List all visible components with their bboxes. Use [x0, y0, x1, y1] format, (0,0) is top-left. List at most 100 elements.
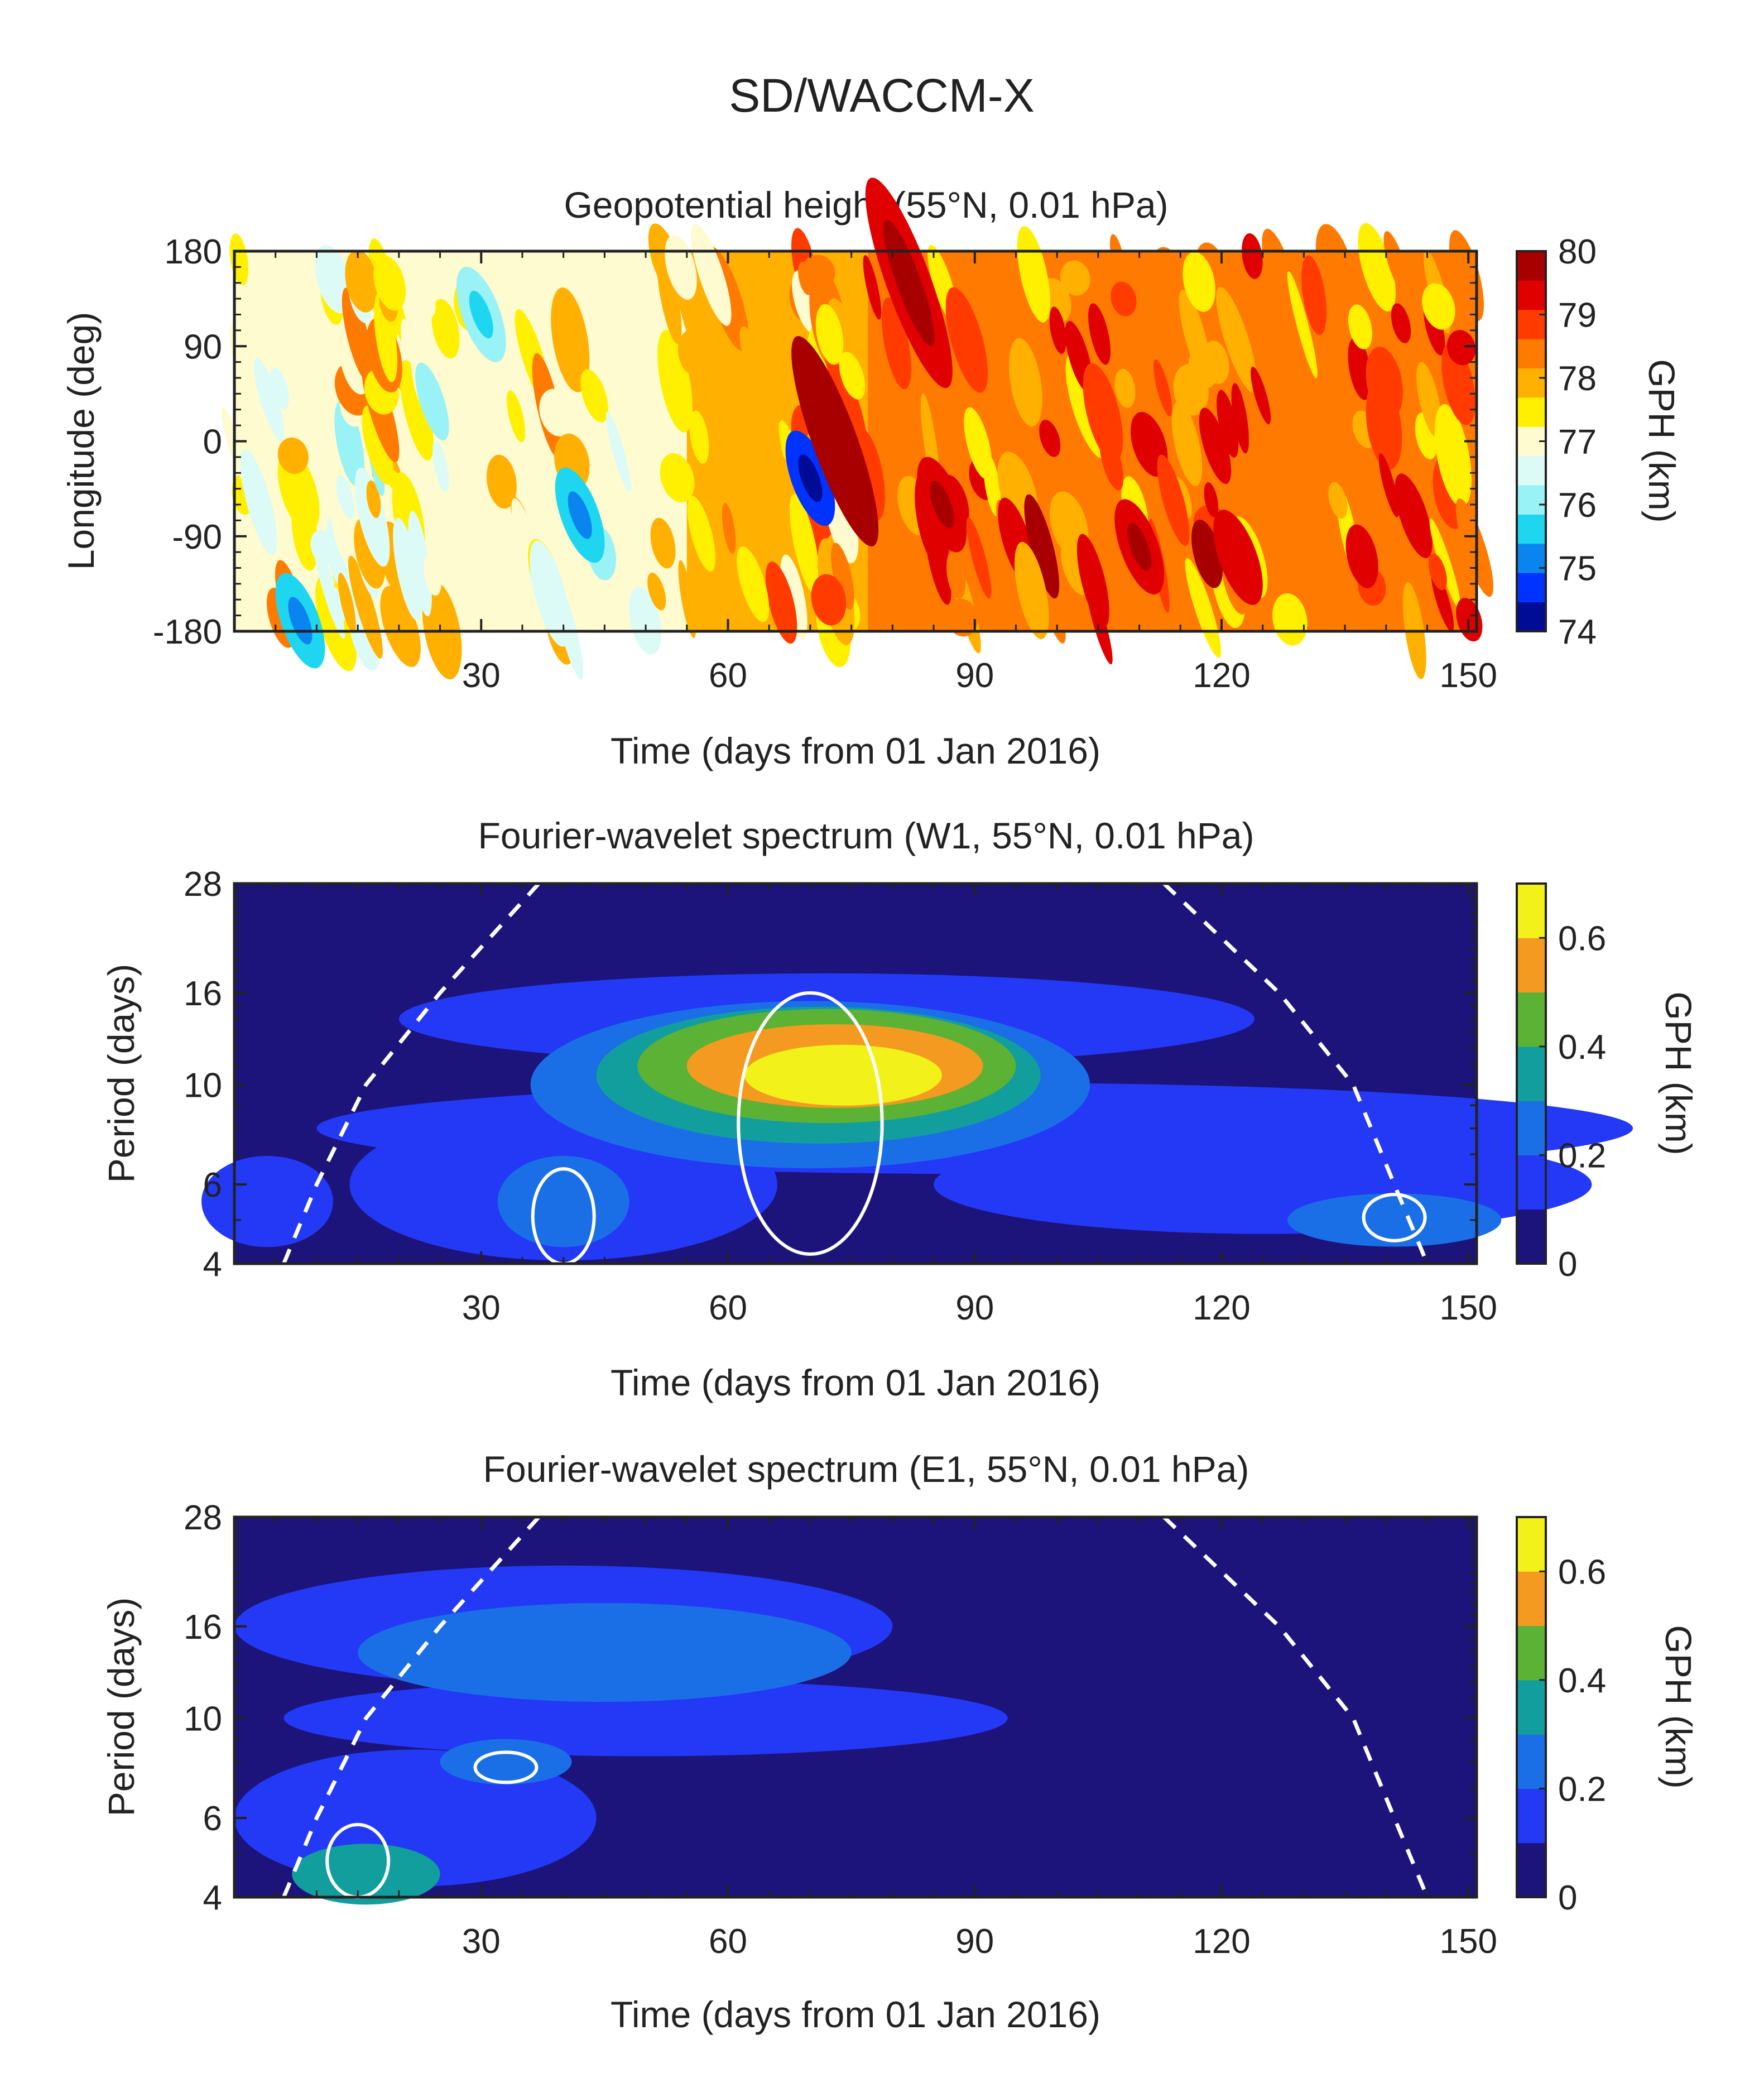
gph-streak: [362, 405, 393, 485]
gph-streak: [1422, 283, 1455, 330]
gph-streak: [507, 390, 526, 443]
gph-colorbar-tick-label: 80: [1558, 233, 1597, 271]
gph-streak: [1287, 271, 1318, 378]
gph-streak: [1165, 589, 1185, 623]
gph-streak: [1434, 404, 1472, 507]
gph-warm-patch-core: [1225, 533, 1251, 582]
panel-gph-plot: 30 60 90 120 150 -180 -90 0 90 180: [153, 177, 1497, 695]
gph-streak: [393, 517, 422, 621]
panel-gph: Geopotential height (55°N, 0.01 hPa) 30 6…: [60, 177, 1683, 771]
w1-xtick-label: 60: [709, 1289, 747, 1327]
gph-streak: [313, 540, 345, 639]
gph-streak: [925, 518, 951, 605]
gph-streak: [334, 400, 364, 487]
gph-streak: [1039, 419, 1061, 457]
panel-e1-cone-of-influence: [282, 1515, 1429, 1898]
gph-streak: [660, 453, 695, 503]
gph-streak: [656, 249, 682, 344]
gph-streak: [459, 341, 480, 428]
gph-ytick-label: 90: [184, 328, 222, 366]
w1-xtick-label: 90: [955, 1289, 994, 1327]
gph-streak: [408, 511, 432, 617]
gph-streak: [946, 598, 978, 637]
gph-streak: [606, 411, 631, 492]
panel-gph-colorbar: 74 75 76 77 78 79 80: [1516, 233, 1597, 651]
w1-colorbar-tick-label: 0.4: [1558, 1028, 1606, 1067]
panel-w1-ylabel: Period (days): [100, 964, 142, 1183]
gph-streak: [400, 360, 434, 461]
e1-colorbar-swatch: [1517, 1625, 1546, 1681]
gph-streak: [964, 407, 992, 479]
w1-ytick-label: 10: [184, 1066, 222, 1105]
e1-colorbar-tick-label: 0.4: [1558, 1662, 1606, 1700]
gph-streak: [380, 586, 421, 668]
gph-streak: [1348, 304, 1372, 349]
e1-power-region: [292, 1844, 440, 1905]
w1-xtick-label: 150: [1440, 1289, 1497, 1327]
gph-streak: [628, 587, 661, 655]
gph-streak: [945, 287, 988, 393]
gph-streak: [1088, 303, 1111, 365]
e1-colorbar-swatch: [1517, 1788, 1546, 1844]
gph-warm-patch-core: [1127, 523, 1152, 571]
w1-colorbar-tick-label: 0: [1558, 1245, 1577, 1284]
w1-xtick-label: 30: [462, 1289, 501, 1327]
gph-colorbar-swatch: [1517, 339, 1546, 369]
gph-streak: [687, 496, 716, 572]
gph-streak: [1217, 390, 1239, 458]
gph-streak: [946, 551, 966, 599]
gph-streak: [815, 304, 844, 365]
gph-streak: [1262, 228, 1295, 309]
gph-streak: [366, 480, 381, 519]
gph-streak: [1086, 582, 1113, 665]
gph-streak: [1157, 454, 1190, 546]
gph-streak: [1391, 303, 1411, 343]
gph-streak: [551, 287, 590, 392]
e1-ytick-label: 16: [184, 1608, 222, 1647]
gph-streak: [580, 369, 608, 423]
e1-significance-contour: [473, 1750, 539, 1784]
gph-streak: [1153, 359, 1172, 417]
panel-w1-plot: 30 60 90 120 150 4 6 10 16 28: [184, 865, 1633, 1327]
gph-ytick-label: 180: [165, 233, 222, 271]
gph-streak: [277, 437, 309, 474]
gph-colorbar-swatch: [1517, 514, 1546, 544]
w1-colorbar-swatch: [1517, 1101, 1546, 1155]
e1-ytick-label: 10: [184, 1700, 222, 1738]
gph-streak: [1171, 401, 1203, 486]
gph-colorbar-swatch: [1517, 485, 1546, 515]
panel-e1-title: Fourier-wavelet spectrum (E1, 55°N, 0.01…: [483, 1448, 1249, 1490]
gph-streak: [1111, 281, 1137, 316]
gph-streak: [525, 432, 556, 512]
panel-e1-frame: [233, 1515, 1478, 1899]
gph-streak: [345, 249, 378, 313]
w1-ytick-label: 16: [184, 975, 222, 1013]
gph-streak: [998, 564, 1021, 633]
gph-streak: [240, 449, 277, 555]
gph-xtick-label: 60: [709, 656, 747, 695]
gph-streak: [1014, 541, 1049, 640]
gph-streak: [354, 467, 390, 567]
gph-streak: [1446, 330, 1476, 366]
gph-cold-patch-core: [798, 454, 823, 502]
e1-colorbar-frame: [1516, 1516, 1547, 1898]
gph-streak: [374, 292, 398, 382]
gph-streak: [1083, 363, 1123, 463]
gph-streak: [1301, 255, 1327, 335]
e1-colorbar-tick-label: 0: [1558, 1879, 1577, 1917]
gph-streak: [1395, 473, 1433, 559]
gph-streak: [1185, 558, 1222, 658]
gph-xtick-label: 120: [1193, 656, 1250, 695]
w1-colorbar-swatch: [1517, 938, 1546, 993]
e1-power-region: [440, 1739, 572, 1785]
panel-w1: Fourier-wavelet spectrum (W1, 55°N, 0.01…: [100, 815, 1699, 1403]
gph-cool-patch-core: [568, 491, 592, 539]
gph-streak: [1173, 364, 1209, 416]
e1-ytick-label: 28: [184, 1499, 222, 1537]
gph-streak: [739, 326, 763, 384]
gph-streak: [1008, 338, 1042, 427]
w1-colorbar-swatch: [1517, 1209, 1546, 1264]
gph-streak: [1416, 362, 1442, 438]
panel-e1-ylabel: Period (days): [100, 1597, 142, 1817]
gph-streak: [657, 329, 693, 433]
